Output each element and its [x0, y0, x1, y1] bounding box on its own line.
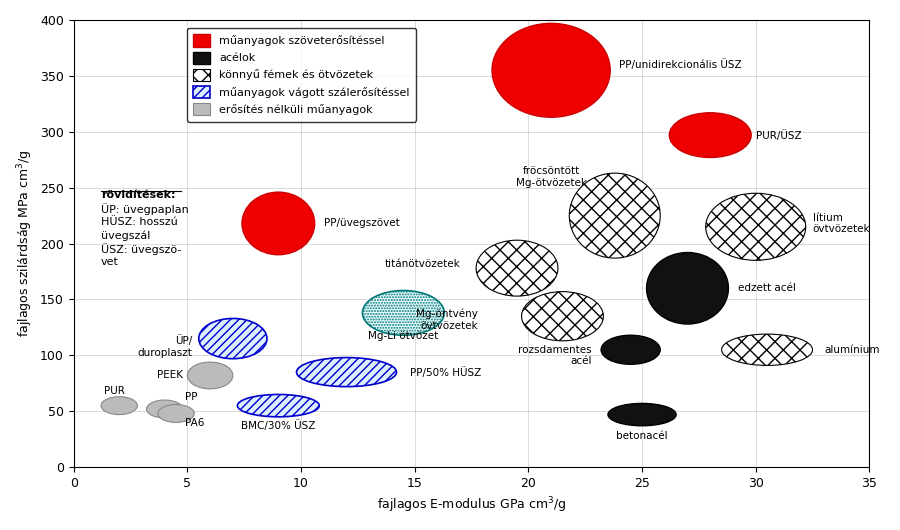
Legend: műanyagok szöveterősítéssel, acélok, könnyű fémek és ötvözetek, műanyagok vágott: műanyagok szöveterősítéssel, acélok, kön…: [186, 28, 416, 122]
Ellipse shape: [646, 252, 728, 324]
Ellipse shape: [570, 173, 661, 258]
Text: PP: PP: [185, 392, 198, 402]
Ellipse shape: [101, 396, 138, 414]
Text: üvegszál: üvegszál: [101, 230, 150, 241]
Text: PP/unidirekcionális ÜSZ: PP/unidirekcionális ÜSZ: [619, 59, 742, 70]
Ellipse shape: [187, 362, 233, 389]
Ellipse shape: [492, 23, 610, 117]
Ellipse shape: [476, 240, 558, 296]
Text: Mg-Li ötvözet: Mg-Li ötvözet: [368, 331, 438, 341]
Text: lítium
övtvözetek: lítium övtvözetek: [813, 213, 870, 234]
Ellipse shape: [199, 319, 267, 359]
Text: ÜSZ: üvegszö-: ÜSZ: üvegszö-: [101, 244, 182, 255]
Text: PEEK: PEEK: [157, 370, 183, 381]
Y-axis label: fajlagos szilárdság MPa cm$^3$/g: fajlagos szilárdság MPa cm$^3$/g: [15, 149, 34, 338]
Text: PA6: PA6: [185, 418, 204, 428]
Ellipse shape: [296, 358, 397, 387]
Text: rozsdamentes
acél: rozsdamentes acél: [518, 344, 592, 366]
Ellipse shape: [722, 334, 813, 365]
Text: HÜSZ: hosszú: HÜSZ: hosszú: [101, 217, 178, 227]
Text: ÜP: üvegpaplan: ÜP: üvegpaplan: [101, 204, 189, 215]
Text: alumínium: alumínium: [824, 344, 879, 355]
Ellipse shape: [522, 292, 603, 341]
Text: Mg-öntvény
övtvözetek: Mg-öntvény övtvözetek: [417, 308, 479, 331]
Text: PUR/ÜSZ: PUR/ÜSZ: [756, 130, 801, 140]
Text: vet: vet: [101, 257, 119, 267]
Text: BMC/30% ÜSZ: BMC/30% ÜSZ: [241, 420, 316, 431]
Ellipse shape: [242, 192, 315, 255]
Text: titánötvözetek: titánötvözetek: [384, 259, 460, 269]
X-axis label: fajlagos E-modulus GPa cm$^3$/g: fajlagos E-modulus GPa cm$^3$/g: [377, 496, 566, 515]
Text: PP/50% HÜSZ: PP/50% HÜSZ: [410, 367, 482, 377]
Ellipse shape: [670, 113, 752, 157]
Ellipse shape: [706, 193, 806, 260]
Text: PP/üvegszövet: PP/üvegszövet: [324, 218, 400, 228]
Ellipse shape: [147, 400, 183, 418]
Ellipse shape: [608, 403, 676, 426]
Text: betonacél: betonacél: [616, 431, 668, 441]
Ellipse shape: [238, 394, 320, 417]
Text: edzett acél: edzett acél: [737, 283, 796, 293]
Text: rövidítések:: rövidítések:: [101, 190, 176, 200]
Ellipse shape: [601, 335, 661, 364]
Ellipse shape: [363, 290, 445, 335]
Text: ÜP/
duroplaszt: ÜP/ duroplaszt: [137, 335, 192, 358]
Text: fröcsöntött
Mg-ötvözetek: fröcsöntött Mg-ötvözetek: [516, 166, 587, 188]
Text: PUR: PUR: [104, 386, 125, 395]
Ellipse shape: [158, 404, 194, 422]
